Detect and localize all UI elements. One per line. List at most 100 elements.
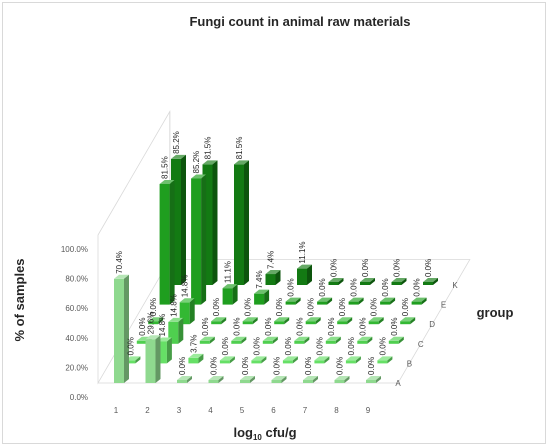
depth-tick-label: E xyxy=(441,301,446,310)
bar-front xyxy=(337,321,348,325)
bar-side xyxy=(212,160,218,285)
data-label: 0.0% xyxy=(315,337,324,355)
data-label: 0.0% xyxy=(138,318,147,336)
bar-side xyxy=(221,317,227,325)
bar-side xyxy=(281,376,287,383)
bar-front xyxy=(294,340,305,344)
bar xyxy=(159,179,175,305)
x-tick-label: 4 xyxy=(208,406,213,415)
data-label: 0.0% xyxy=(393,259,402,277)
data-label: 0.0% xyxy=(350,278,359,296)
bar xyxy=(348,297,364,305)
bar-top xyxy=(242,317,258,322)
bar-front xyxy=(148,321,159,325)
data-label: 0.0% xyxy=(424,259,433,277)
bar-front xyxy=(222,288,233,305)
data-label: 0.0% xyxy=(210,357,219,375)
bar-front xyxy=(177,380,187,383)
bar xyxy=(222,284,238,305)
data-label: 7.4% xyxy=(267,251,276,269)
bar xyxy=(148,317,164,325)
bar-side xyxy=(189,298,195,325)
bar-side xyxy=(252,317,258,325)
data-label: 0.0% xyxy=(295,318,304,336)
bar-side xyxy=(178,317,184,344)
bar-front xyxy=(411,301,422,305)
y-tick-label: 40.0% xyxy=(65,334,88,343)
data-label: 0.0% xyxy=(212,298,221,316)
data-label: 3.7% xyxy=(189,335,198,353)
x-tick-label: 5 xyxy=(240,406,245,415)
data-label: 14.8% xyxy=(169,294,178,317)
bar xyxy=(285,297,301,305)
bar-side xyxy=(272,336,278,344)
bar xyxy=(411,297,427,305)
data-label: 0.0% xyxy=(201,318,210,336)
bar xyxy=(156,337,172,364)
bar xyxy=(208,376,224,383)
depth-tick-label: K xyxy=(452,281,458,290)
bar xyxy=(357,336,373,344)
bar-side xyxy=(307,264,312,285)
depth-tick-label: B xyxy=(407,359,412,368)
data-label: 0.0% xyxy=(338,298,347,316)
bar-side xyxy=(387,356,393,364)
bar-front xyxy=(297,268,307,285)
x-axis-title-subscript: 10 xyxy=(253,433,262,442)
bar-front xyxy=(240,380,250,383)
x-tick-label: 1 xyxy=(114,406,119,415)
data-label: 0.0% xyxy=(330,259,339,277)
bar-front xyxy=(348,301,359,305)
bar-front xyxy=(254,293,265,305)
bar xyxy=(345,356,361,364)
bar xyxy=(179,298,195,325)
data-label: 0.0% xyxy=(413,278,422,296)
bar-front xyxy=(219,360,230,364)
bar-side xyxy=(198,353,204,364)
bar-front xyxy=(156,341,167,364)
x-axis-title-main: log xyxy=(233,425,253,440)
bar xyxy=(282,356,298,364)
bar-front xyxy=(114,278,124,383)
x-axis-title-rest: cfu/g xyxy=(262,425,297,440)
bar-side xyxy=(250,376,255,383)
bar-front xyxy=(188,357,199,364)
bar-side xyxy=(261,356,267,364)
bar xyxy=(125,356,141,364)
depth-tick-label: D xyxy=(429,320,435,329)
bar xyxy=(242,317,258,325)
data-label: 81.5% xyxy=(235,137,244,160)
bar-side xyxy=(275,270,281,285)
bar-front xyxy=(400,321,411,325)
data-label: 29.6% xyxy=(147,312,156,335)
data-label: 0.0% xyxy=(264,318,273,336)
y-tick-label: 100.0% xyxy=(61,245,88,254)
data-label: 0.0% xyxy=(149,298,158,316)
data-label: 0.0% xyxy=(232,318,241,336)
bar-side xyxy=(264,289,270,305)
data-label: 14.8% xyxy=(158,314,167,337)
data-label: 0.0% xyxy=(304,357,313,375)
bar-side xyxy=(367,336,373,344)
data-label: 0.0% xyxy=(361,259,370,277)
bar-front xyxy=(251,360,262,364)
bar xyxy=(388,336,404,344)
bar xyxy=(314,356,330,364)
bar xyxy=(297,264,312,285)
bar-side xyxy=(187,376,192,383)
depth-axis-ticks: A B C D E K xyxy=(395,281,458,388)
bar xyxy=(366,376,381,383)
bar-front xyxy=(305,321,316,325)
bar-front xyxy=(242,321,253,325)
bar-side xyxy=(229,356,235,364)
x-tick-label: 3 xyxy=(177,406,182,415)
data-label: 0.0% xyxy=(307,298,316,316)
bar-side xyxy=(338,278,344,285)
bar-side xyxy=(401,278,407,285)
bar-side xyxy=(241,336,247,344)
bar xyxy=(231,336,247,344)
bar-front xyxy=(179,302,190,325)
bar-front xyxy=(285,301,296,305)
data-label: 0.0% xyxy=(367,357,376,375)
bar xyxy=(202,160,218,285)
